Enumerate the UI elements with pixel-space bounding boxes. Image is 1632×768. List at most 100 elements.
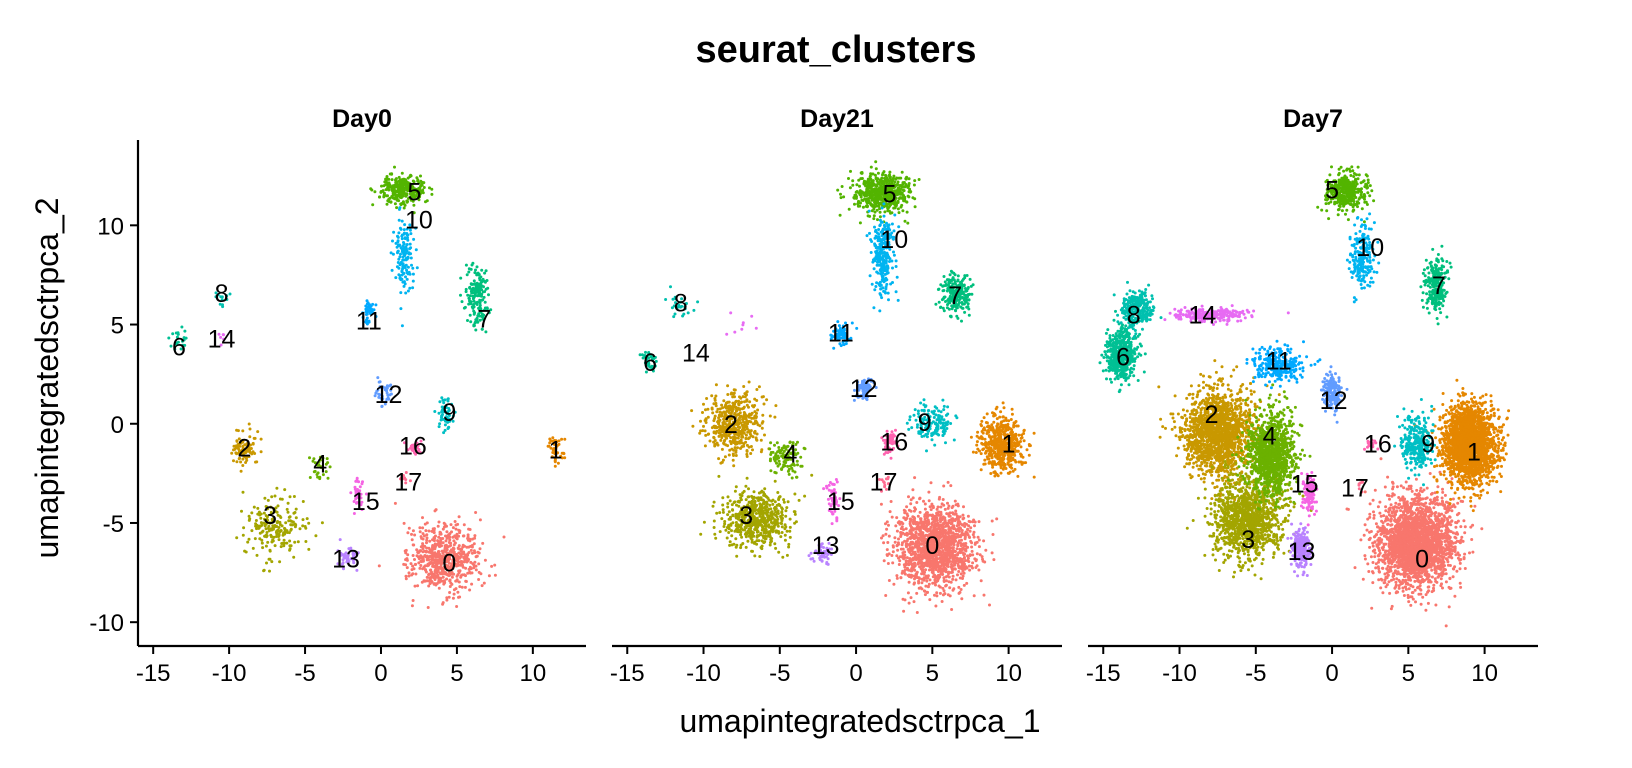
data-point	[784, 514, 788, 518]
data-point	[477, 578, 481, 581]
data-point	[981, 557, 984, 561]
data-point	[446, 397, 450, 401]
data-point	[744, 437, 748, 440]
data-point	[321, 473, 325, 477]
data-point	[216, 293, 220, 297]
data-point	[427, 555, 431, 559]
data-point	[984, 548, 988, 552]
cluster-label-0: 0	[442, 550, 456, 578]
data-point	[240, 449, 244, 452]
data-point	[936, 511, 939, 515]
cluster-15-points	[349, 476, 368, 515]
data-point	[912, 582, 916, 586]
data-point	[906, 514, 910, 518]
data-point	[286, 510, 290, 514]
data-point	[279, 516, 283, 519]
panel-title-day0: Day0	[332, 105, 392, 133]
data-point	[469, 567, 473, 571]
data-point	[458, 569, 462, 573]
data-point	[336, 562, 340, 566]
data-point	[913, 476, 917, 480]
data-point	[968, 536, 972, 539]
data-point	[445, 536, 449, 540]
data-point	[423, 554, 427, 557]
data-point	[432, 573, 436, 577]
data-point	[434, 568, 438, 572]
data-point	[964, 559, 968, 563]
data-point	[966, 533, 970, 537]
data-point	[936, 536, 939, 540]
data-point	[291, 523, 295, 527]
data-point	[265, 534, 269, 538]
data-point	[1012, 425, 1016, 429]
data-point	[754, 512, 758, 515]
data-point	[402, 284, 406, 288]
data-point	[356, 551, 360, 555]
data-point	[280, 524, 284, 528]
data-point	[963, 534, 967, 538]
data-point	[394, 276, 398, 280]
data-point	[947, 559, 951, 563]
data-point	[779, 521, 783, 525]
data-point	[283, 526, 286, 530]
data-point	[466, 293, 470, 297]
data-point	[347, 547, 351, 551]
data-point	[451, 596, 455, 600]
x-tick-label: -10	[212, 660, 247, 687]
data-point	[305, 517, 309, 521]
data-point	[241, 446, 245, 450]
data-point	[925, 511, 929, 515]
data-point	[911, 533, 915, 536]
data-point	[383, 388, 387, 392]
data-point	[487, 311, 491, 315]
data-point	[431, 527, 435, 531]
data-point	[502, 535, 506, 539]
data-point	[563, 456, 567, 460]
data-point	[407, 197, 410, 200]
data-point	[946, 593, 950, 597]
data-point	[393, 165, 396, 169]
data-point	[967, 519, 971, 523]
data-point	[902, 570, 906, 574]
data-point	[472, 563, 476, 567]
data-point	[445, 598, 449, 602]
data-point	[793, 512, 797, 516]
data-point	[464, 574, 467, 578]
data-point	[183, 329, 187, 333]
data-point	[289, 528, 293, 532]
data-point	[460, 585, 464, 589]
data-point	[490, 564, 494, 568]
data-point	[938, 591, 942, 595]
data-point	[956, 535, 960, 539]
data-point	[288, 539, 292, 543]
data-point	[415, 176, 419, 180]
data-point	[417, 448, 421, 451]
data-point	[963, 525, 967, 528]
data-point	[237, 442, 241, 446]
data-point	[906, 591, 910, 595]
data-point	[318, 475, 322, 479]
data-point	[401, 258, 405, 262]
data-point	[450, 550, 454, 554]
data-point	[480, 327, 484, 331]
data-point	[447, 533, 451, 537]
data-point	[219, 343, 223, 347]
data-point	[479, 307, 483, 311]
data-point	[941, 498, 945, 501]
data-point	[957, 529, 961, 533]
data-point	[933, 549, 936, 553]
data-point	[444, 534, 447, 538]
data-point	[987, 443, 991, 446]
data-point	[444, 539, 448, 543]
data-point	[560, 451, 564, 455]
data-point	[930, 502, 934, 506]
data-point	[406, 448, 410, 452]
data-point	[953, 499, 957, 503]
data-point	[378, 380, 382, 384]
data-point	[455, 532, 459, 536]
data-point	[468, 313, 472, 317]
data-point	[909, 540, 913, 544]
data-point	[463, 544, 466, 548]
data-point	[1032, 431, 1036, 435]
data-point	[735, 503, 738, 507]
